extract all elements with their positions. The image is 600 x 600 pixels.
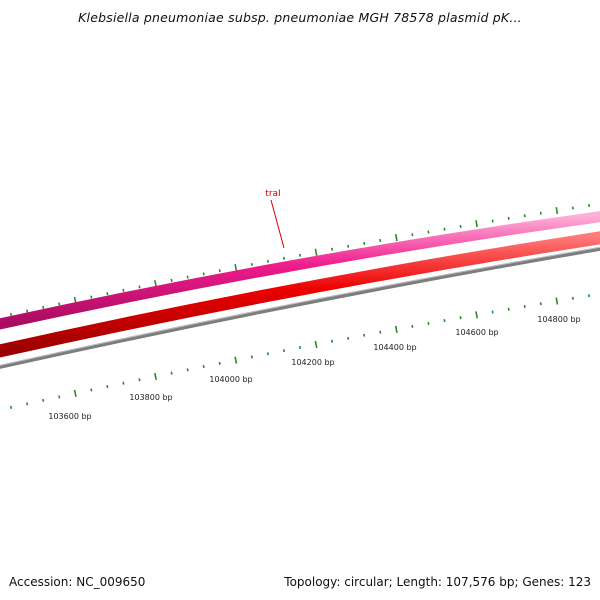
gc-mark-upper-12 (186, 275, 189, 279)
gc-mark-upper-2 (26, 309, 29, 313)
scale-tick-22 (347, 336, 350, 340)
scale-tick-23 (363, 333, 366, 337)
scale-label-104200: 104200 bp (291, 358, 334, 367)
gc-mark-upper-9 (138, 285, 141, 289)
scale-tick-9 (138, 378, 141, 382)
scale-tick-18 (282, 349, 286, 353)
scale-tick-4 (58, 395, 61, 399)
scale-tick-17 (266, 352, 269, 356)
gc-mark-upper-20 (314, 248, 318, 256)
plasmid-backbone-highlight (0, 246, 600, 366)
scale-label-104400: 104400 bp (373, 343, 416, 352)
scale-tick-30 (475, 311, 478, 319)
plasmid-backbone-line (0, 246, 600, 369)
gc-mark-upper-35 (555, 206, 559, 215)
scale-label-103600: 103600 bp (48, 412, 91, 421)
gc-mark-upper-14 (218, 269, 221, 273)
gc-content-track-upper (9, 203, 590, 316)
scale-tick-15 (234, 356, 238, 364)
gc-mark-upper-19 (298, 253, 302, 257)
gc-mark-upper-30 (475, 220, 478, 228)
scale-tick-19 (298, 345, 302, 350)
scale-label-103800: 103800 bp (129, 393, 172, 402)
gc-mark-upper-1 (9, 312, 13, 316)
scale-tick-10 (154, 372, 158, 381)
scale-tick-12 (186, 368, 189, 372)
gc-mark-upper-16 (250, 262, 253, 266)
scale-label-104000: 104000 bp (209, 375, 252, 384)
map-title: Klebsiella pneumoniae subsp. pneumoniae … (78, 10, 522, 25)
scale-tick-6 (90, 388, 93, 392)
scale-tick-8 (122, 381, 125, 385)
scale-tick-1 (9, 405, 13, 409)
scale-tick-14 (218, 361, 221, 365)
scale-label-104800: 104800 bp (537, 315, 580, 324)
scale-tick-27 (427, 321, 430, 325)
gc-mark-upper-18 (282, 256, 285, 260)
gc-mark-upper-21 (331, 247, 334, 251)
scale-tick-25 (394, 325, 398, 333)
scale-tick-26 (411, 324, 414, 328)
forward-strand-gene-track[interactable] (0, 211, 600, 330)
gc-mark-upper-15 (234, 263, 238, 272)
scale-tick-21 (331, 339, 334, 343)
gc-mark-upper-22 (347, 244, 350, 248)
scale-tick-3 (42, 398, 45, 402)
gc-mark-upper-11 (170, 278, 173, 282)
gene-label-trai[interactable]: traI (265, 189, 280, 199)
gc-mark-upper-23 (363, 241, 366, 245)
accession-text: Accession: NC_009650 (9, 575, 146, 589)
gc-mark-upper-6 (90, 295, 93, 299)
scale-tick-7 (106, 385, 109, 389)
reverse-strand-gene-track[interactable] (0, 231, 600, 358)
gc-mark-upper-25 (394, 234, 398, 242)
scale-tick-35 (555, 297, 559, 305)
scale-tick-2 (26, 402, 29, 406)
gc-mark-upper-13 (202, 272, 205, 276)
gc-mark-upper-7 (106, 292, 109, 296)
scale-tick-20 (314, 340, 318, 348)
scale-label-104600: 104600 bp (455, 328, 498, 337)
scale-tick-11 (170, 371, 173, 375)
scale-tick-16 (250, 355, 253, 359)
scale-tick-track (9, 294, 590, 409)
gc-mark-upper-4 (58, 302, 61, 306)
gene-callout-line (270, 199, 285, 249)
topology-summary-text: Topology: circular; Length: 107,576 bp; … (284, 575, 591, 589)
scale-tick-24 (379, 330, 382, 334)
gc-mark-upper-17 (266, 259, 269, 263)
scale-tick-13 (202, 365, 205, 369)
gc-mark-upper-3 (42, 305, 45, 309)
scale-tick-5 (73, 389, 77, 398)
gc-mark-upper-8 (122, 288, 125, 292)
